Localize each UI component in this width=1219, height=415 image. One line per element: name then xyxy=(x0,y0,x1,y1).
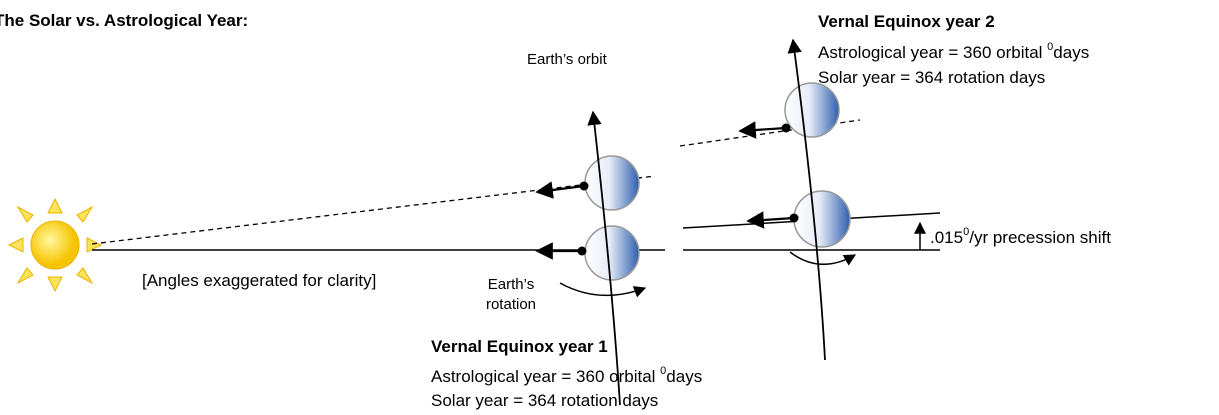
rotation-label: rotation xyxy=(486,296,536,313)
year1-solar: Solar year = 364 rotation days xyxy=(431,391,658,410)
year1-title: Vernal Equinox year 1 xyxy=(431,337,608,356)
shift-label: .0150/yr precession shift xyxy=(930,226,1111,247)
title: The Solar vs. Astrological Year: xyxy=(0,11,248,30)
rotation-label: Earth’s xyxy=(488,276,534,293)
year2-solar: Solar year = 364 rotation days xyxy=(818,68,1045,87)
year2-astro: Astrological year = 360 orbital 0days xyxy=(818,41,1089,62)
year1-astro: Astrological year = 360 orbital 0days xyxy=(431,365,702,386)
orbit-label: Earth’s orbit xyxy=(527,51,608,68)
diagram: The Solar vs. Astrological Year: Earth’s… xyxy=(0,0,1219,415)
note: [Angles exaggerated for clarity] xyxy=(142,271,376,290)
year2-title: Vernal Equinox year 2 xyxy=(818,12,995,31)
